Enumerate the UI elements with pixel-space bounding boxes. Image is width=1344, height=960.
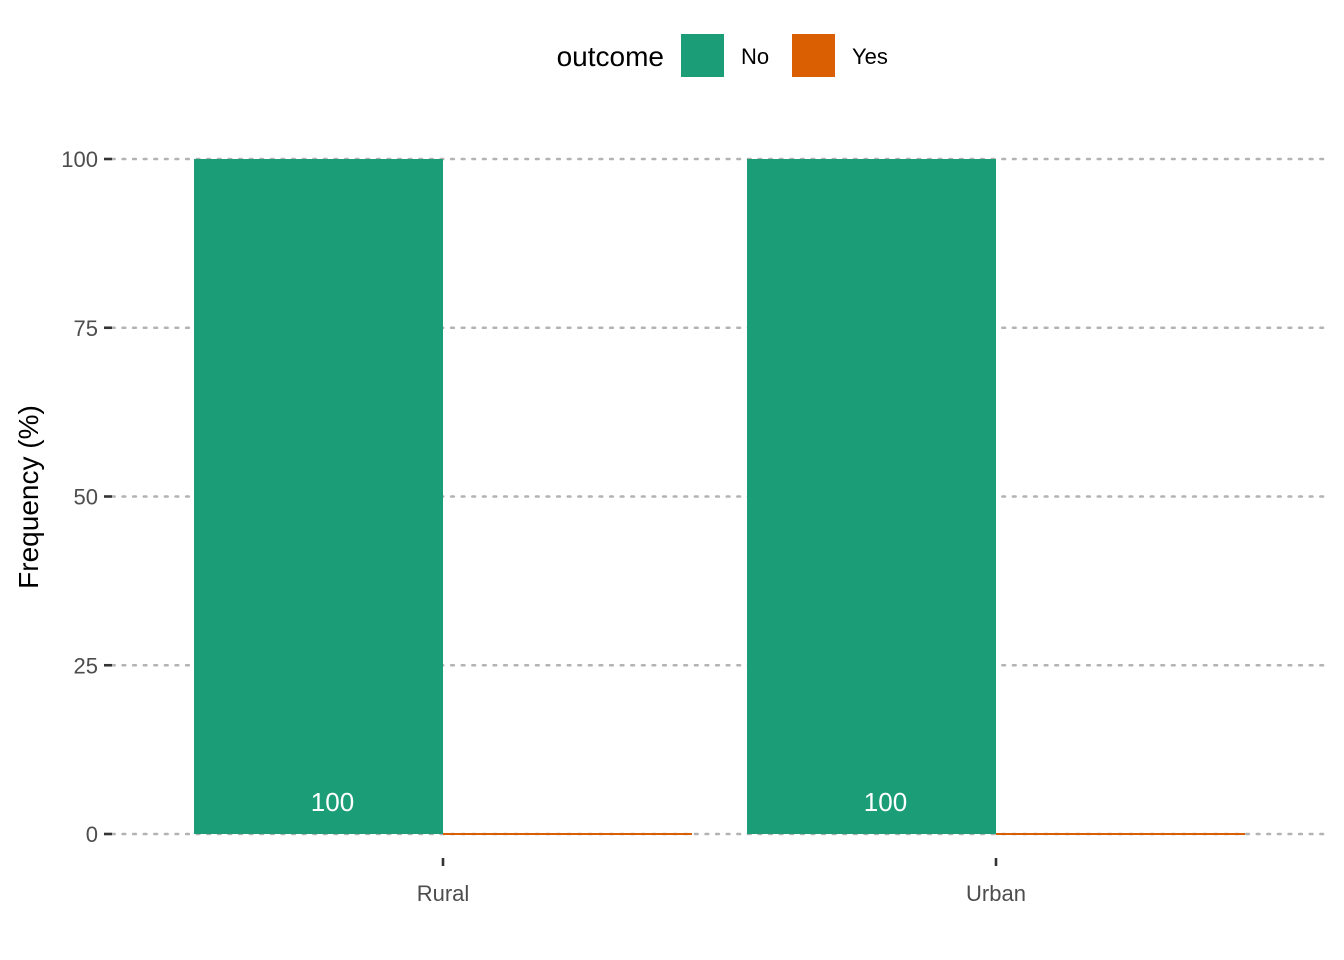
x-axis: Rural Urban	[417, 858, 1026, 906]
legend-swatch-no	[681, 34, 724, 77]
y-tick-label: 100	[61, 147, 98, 172]
x-tick-label: Urban	[966, 881, 1026, 906]
legend-label-no: No	[741, 44, 769, 69]
y-tick-label: 0	[86, 822, 98, 847]
y-tick-label: 50	[74, 485, 98, 510]
y-tick-label: 25	[74, 653, 98, 678]
legend: outcome No Yes	[557, 34, 888, 77]
y-axis-title: Frequency (%)	[13, 405, 44, 589]
bar-no-urban	[747, 159, 996, 834]
y-tick-label: 75	[74, 316, 98, 341]
x-tick-label: Rural	[417, 881, 470, 906]
bar-no-rural	[194, 159, 443, 834]
y-axis: 0 25 50 75 100	[61, 147, 112, 847]
data-label: 100	[311, 787, 354, 817]
legend-swatch-yes	[792, 34, 835, 77]
bars: 100 100	[194, 159, 1245, 835]
data-label: 100	[864, 787, 907, 817]
legend-title: outcome	[557, 41, 664, 72]
legend-label-yes: Yes	[852, 44, 888, 69]
